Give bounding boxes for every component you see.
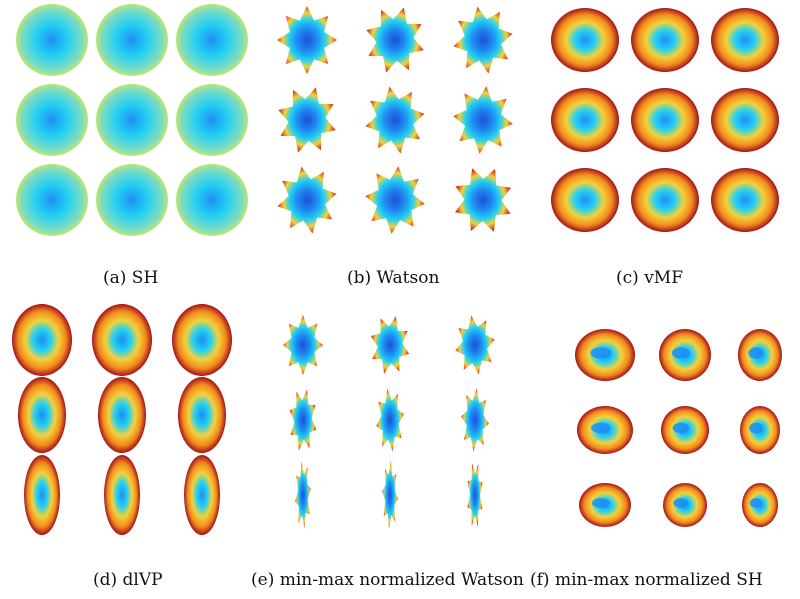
caption-c: (c) vMF [616,268,683,288]
glyph-b-0-2 [453,6,513,74]
glyph-e-1-1 [376,388,404,452]
glyph-e-2-0 [295,461,311,529]
glyph-svg-c [551,8,779,232]
glyph-grid-b [265,0,535,260]
glyph-c-1-2 [711,88,779,152]
glyph-b-2-1 [365,166,425,234]
glyph-f-0-2 [738,329,782,381]
glyph-a-0-1 [96,4,168,76]
glyph-c-0-2 [711,8,779,72]
glyph-grid-c [535,0,800,260]
glyph-svg-b [277,6,513,234]
glyph-e-2-2 [467,463,483,527]
glyph-c-0-1 [631,8,699,72]
glyph-e-0-1 [370,316,410,374]
glyph-svg-a [16,4,248,236]
glyph-c-2-2 [711,168,779,232]
glyph-grid-e [265,300,535,560]
panel-d: (d) dlVP [0,300,265,599]
panel-c: (c) vMF [535,0,800,300]
panel-f: (f) min-max normalized SH [530,300,800,599]
glyph-f-2-2 [742,483,778,527]
glyph-d-1-2 [178,377,226,453]
glyph-b-1-2 [453,86,513,154]
glyph-f-1-1 [661,406,709,454]
glyph-c-2-1 [631,168,699,232]
glyph-grid-f [535,300,800,560]
glyph-svg-d [12,304,232,535]
glyph-a-1-0 [16,84,88,156]
glyph-d-1-0 [18,377,66,453]
glyph-b-2-2 [455,168,511,232]
glyph-e-0-2 [455,315,495,375]
glyph-e-1-2 [461,388,489,452]
glyph-f-0-0 [575,329,635,381]
glyph-a-0-0 [16,4,88,76]
glyph-a-1-1 [96,84,168,156]
glyph-b-0-0 [277,6,337,74]
glyph-d-0-0 [12,304,72,376]
glyph-a-1-2 [176,84,248,156]
glyph-e-1-0 [289,389,317,451]
glyph-grid-a [0,0,265,260]
glyph-svg-e [283,315,495,529]
glyph-b-1-0 [278,87,336,153]
glyph-a-2-0 [16,164,88,236]
caption-b: (b) Watson [347,268,440,288]
glyph-d-2-2 [184,455,220,535]
caption-f: (f) min-max normalized SH [530,570,763,590]
glyph-b-1-1 [365,86,425,154]
panel-b: (b) Watson [265,0,535,300]
glyph-b-2-0 [277,166,337,234]
glyph-d-2-0 [24,455,60,535]
glyph-f-1-0 [577,406,633,454]
glyph-grid-d [0,300,265,560]
panel-a: (a) SH [0,0,265,300]
glyph-c-1-0 [551,88,619,152]
glyph-f-1-2 [740,406,780,454]
glyph-c-1-1 [631,88,699,152]
panel-e: (e) min-max normalized Watson [251,300,535,599]
glyph-d-0-1 [92,304,152,376]
glyph-f-2-1 [663,483,707,527]
glyph-e-2-1 [382,461,398,529]
glyph-d-1-1 [98,377,146,453]
glyph-e-0-0 [283,315,323,375]
glyph-a-2-1 [96,164,168,236]
glyph-b-0-1 [366,7,424,73]
glyph-d-2-1 [104,455,140,535]
glyph-f-0-1 [659,329,711,381]
caption-e: (e) min-max normalized Watson [251,570,524,590]
caption-a: (a) SH [103,268,159,288]
glyph-a-0-2 [176,4,248,76]
caption-d: (d) dlVP [93,570,163,590]
glyph-a-2-2 [176,164,248,236]
glyph-d-0-2 [172,304,232,376]
glyph-svg-f [575,329,782,527]
glyph-c-0-0 [551,8,619,72]
glyph-c-2-0 [551,168,619,232]
glyph-f-2-0 [579,483,631,527]
